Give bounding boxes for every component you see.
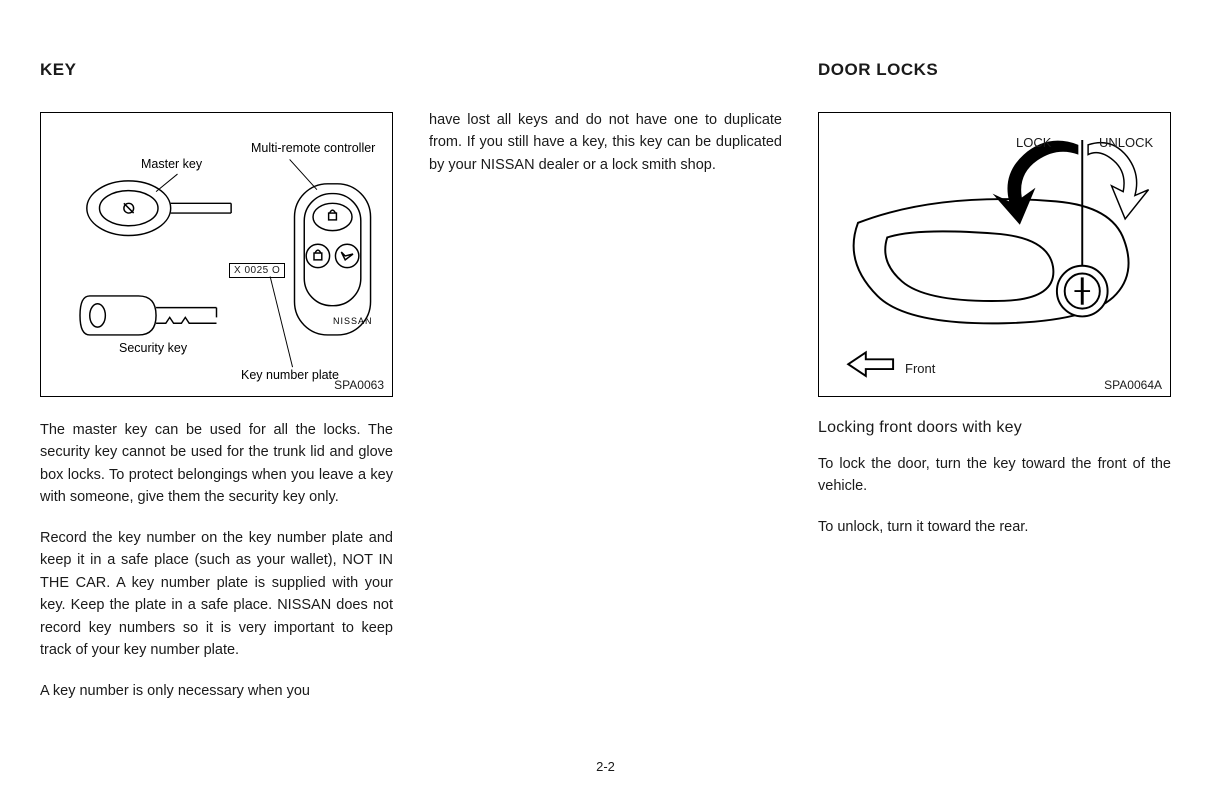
key-diagram-svg	[41, 113, 392, 396]
col1-p3: A key number is only necessary when you	[40, 680, 393, 702]
page-number: 2-2	[596, 759, 615, 774]
figure2-caption: SPA0064A	[1104, 378, 1162, 392]
door-lock-figure: LOCK UNLOCK Front SPA0064A	[818, 112, 1171, 397]
key-heading: KEY	[40, 60, 393, 80]
label-front: Front	[905, 361, 935, 376]
door-diagram-svg	[819, 113, 1170, 396]
column-3: DOOR LOCKS	[818, 60, 1171, 768]
locking-subheading: Locking front doors with key	[818, 419, 1171, 437]
column-2: have lost all keys and do not have one t…	[429, 60, 782, 768]
label-unlock: UNLOCK	[1099, 135, 1153, 150]
label-security-key: Security key	[119, 341, 187, 355]
col2-p1: have lost all keys and do not have one t…	[429, 109, 782, 176]
label-remote-brand: NISSAN	[333, 316, 373, 326]
manual-page: KEY	[40, 60, 1171, 768]
col2-spacer	[429, 60, 782, 109]
col3-p2: To unlock, turn it toward the rear.	[818, 516, 1171, 538]
key-number-plate-text: X 0025 O	[229, 263, 285, 278]
label-lock: LOCK	[1016, 135, 1051, 150]
door-locks-heading: DOOR LOCKS	[818, 60, 1171, 80]
label-master-key: Master key	[141, 157, 202, 171]
col1-p1: The master key can be used for all the l…	[40, 419, 393, 509]
figure1-caption: SPA0063	[334, 378, 384, 392]
label-key-number-plate: Key number plate	[241, 368, 339, 382]
column-1: KEY	[40, 60, 393, 768]
label-multi-remote: Multi-remote controller	[251, 141, 375, 155]
key-figure: Master key Multi-remote controller Secur…	[40, 112, 393, 397]
col1-p2: Record the key number on the key number …	[40, 527, 393, 662]
col3-p1: To lock the door, turn the key toward th…	[818, 453, 1171, 498]
